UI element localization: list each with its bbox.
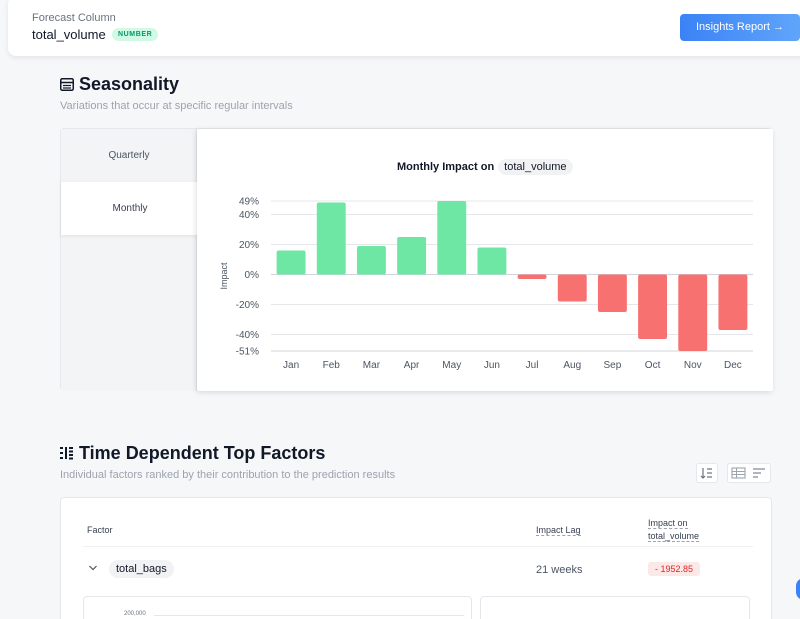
factor-line-chart-card: 200,000 [83, 596, 472, 619]
sort-view-button[interactable] [696, 463, 718, 483]
seasonality-subtitle: Variations that occur at specific regula… [60, 100, 293, 112]
x-tick-label: Jan [283, 360, 299, 371]
chevron-down-icon[interactable] [89, 564, 97, 572]
ranking-list-icon [60, 447, 73, 460]
y-axis-label: Impact [219, 262, 229, 290]
seasonality-card: Quarterly Monthly Monthly Impact on total… [60, 128, 773, 391]
subchart-gridline [154, 615, 464, 616]
forecast-column-label: Forecast Column [32, 12, 116, 24]
tab-quarterly[interactable]: Quarterly [108, 150, 150, 161]
y-tick-label: 49% [239, 197, 259, 208]
help-widget-button[interactable] [796, 578, 800, 600]
chart-title-prefix: Monthly Impact on [397, 161, 495, 173]
header-divider [83, 546, 753, 547]
table-icon [60, 78, 74, 91]
bar-view-icon[interactable] [752, 466, 768, 480]
column-header-factor: Factor [87, 525, 113, 535]
x-tick-label: Oct [645, 360, 661, 371]
x-tick-label: Jun [484, 360, 500, 371]
bar-aug [557, 274, 587, 302]
bar-feb [316, 202, 346, 275]
x-tick-label: Apr [404, 360, 420, 371]
chart-panel: Monthly Impact on total_volume 49% 40% 20% 0… [197, 129, 773, 391]
sort-icon [700, 468, 712, 479]
x-tick-label: Jul [526, 360, 539, 371]
x-tick-label: Sep [604, 360, 622, 371]
forecast-column-value: total_volume [32, 27, 106, 42]
column-header-impact-line1: Impact on [648, 518, 688, 529]
bar-may [437, 201, 467, 275]
bar-oct [638, 274, 668, 339]
bar-jan [276, 250, 306, 275]
x-tick-label: May [442, 360, 461, 371]
x-tick-label: Aug [563, 360, 581, 371]
y-tick-label: 40% [239, 210, 259, 221]
chart-title-column: total_volume [498, 159, 573, 175]
forecast-card: Forecast Column total_volume NUMBER [8, 0, 800, 56]
x-tick-label: Nov [684, 360, 702, 371]
bar-jul [517, 274, 547, 279]
subchart-y-tick: 200,000 [124, 611, 146, 617]
x-tick-label: Feb [323, 360, 341, 371]
y-tick-label: 0% [245, 270, 260, 281]
x-tick-label: Dec [724, 360, 742, 371]
period-tabs: Quarterly Monthly [61, 129, 199, 391]
tab-monthly[interactable]: Monthly [61, 182, 199, 235]
impact-lag-value: 21 weeks [536, 564, 583, 576]
bar-dec [718, 274, 748, 330]
insights-report-button[interactable]: Insights Report → [680, 14, 800, 41]
monthly-impact-chart: 49% 40% 20% 0% -20% -40% -51% Impact Jan Feb Mar Ap… [219, 197, 753, 371]
impact-value-badge: - 1952.85 [648, 562, 701, 576]
factor-name: total_bags [109, 560, 174, 578]
factors-subtitle: Individual factors ranked by their contr… [60, 469, 396, 481]
factor-detail-card [480, 596, 750, 619]
x-tick-label: Mar [363, 360, 381, 371]
column-header-impact-line2: total_volume [648, 531, 700, 542]
column-header-impact-lag: Impact Lag [536, 525, 581, 536]
seasonality-title: Seasonality [79, 74, 180, 94]
bar-apr [397, 237, 427, 275]
bar-mar [356, 246, 386, 275]
factors-title: Time Dependent Top Factors [79, 443, 326, 463]
bar-jun [477, 247, 507, 275]
view-toggle [727, 463, 771, 483]
y-tick-label: 20% [239, 240, 259, 251]
bar-sep [597, 274, 627, 312]
y-tick-label: -20% [236, 300, 259, 311]
chart-title: Monthly Impact on total_volume [397, 159, 573, 175]
y-tick-label: -40% [236, 330, 259, 341]
type-badge: NUMBER [112, 28, 159, 41]
y-tick-label: -51% [236, 347, 259, 358]
factors-table: Factor Impact Lag Impact on total_volume… [60, 497, 772, 619]
table-view-icon[interactable] [731, 466, 747, 480]
bar-nov [678, 274, 708, 351]
